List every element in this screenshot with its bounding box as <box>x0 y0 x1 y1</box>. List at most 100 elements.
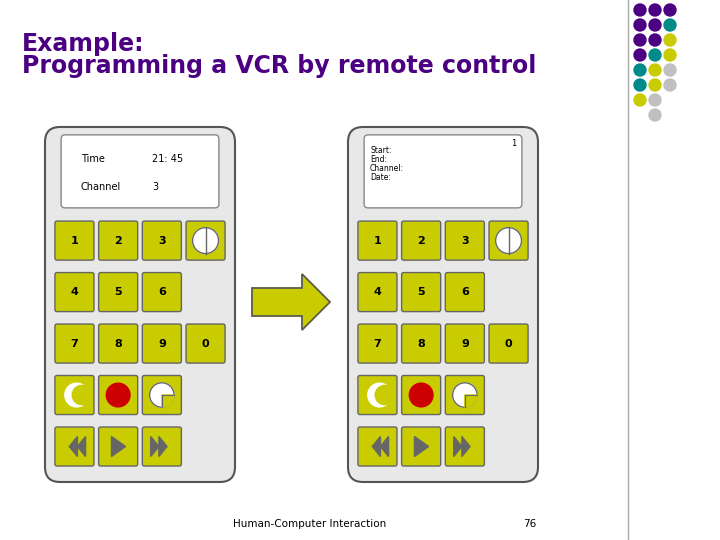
Circle shape <box>649 4 661 16</box>
Text: End:: End: <box>370 155 387 164</box>
FancyBboxPatch shape <box>99 375 138 415</box>
Polygon shape <box>454 436 462 456</box>
FancyBboxPatch shape <box>45 127 235 482</box>
FancyBboxPatch shape <box>55 324 94 363</box>
FancyBboxPatch shape <box>446 375 485 415</box>
FancyBboxPatch shape <box>55 375 94 415</box>
Circle shape <box>192 228 218 254</box>
Circle shape <box>72 386 91 404</box>
Circle shape <box>634 4 646 16</box>
FancyBboxPatch shape <box>99 221 138 260</box>
FancyBboxPatch shape <box>143 375 181 415</box>
Circle shape <box>664 49 676 61</box>
FancyBboxPatch shape <box>55 427 94 466</box>
Circle shape <box>649 109 661 121</box>
Text: 9: 9 <box>158 339 166 348</box>
FancyBboxPatch shape <box>402 324 441 363</box>
FancyBboxPatch shape <box>402 427 441 466</box>
Polygon shape <box>69 436 78 456</box>
FancyBboxPatch shape <box>358 273 397 312</box>
Polygon shape <box>78 436 86 456</box>
FancyBboxPatch shape <box>446 324 485 363</box>
Circle shape <box>409 383 433 407</box>
Text: 2: 2 <box>418 235 425 246</box>
Text: Time: Time <box>81 153 104 164</box>
FancyBboxPatch shape <box>99 273 138 312</box>
FancyBboxPatch shape <box>358 427 397 466</box>
Text: Channel:: Channel: <box>370 164 404 173</box>
Text: 9: 9 <box>461 339 469 348</box>
FancyBboxPatch shape <box>402 221 441 260</box>
Text: 4: 4 <box>71 287 78 297</box>
FancyBboxPatch shape <box>143 324 181 363</box>
Text: 3: 3 <box>461 235 469 246</box>
Circle shape <box>664 19 676 31</box>
FancyBboxPatch shape <box>364 135 522 208</box>
Circle shape <box>634 94 646 106</box>
FancyBboxPatch shape <box>55 221 94 260</box>
Circle shape <box>634 34 646 46</box>
Text: 7: 7 <box>374 339 382 348</box>
Polygon shape <box>159 436 167 456</box>
FancyBboxPatch shape <box>358 375 397 415</box>
Circle shape <box>634 64 646 76</box>
Text: 21: 45: 21: 45 <box>153 153 184 164</box>
Text: Channel: Channel <box>81 182 121 192</box>
Circle shape <box>664 79 676 91</box>
Polygon shape <box>372 436 380 456</box>
FancyBboxPatch shape <box>61 135 219 208</box>
FancyBboxPatch shape <box>446 221 485 260</box>
Text: 4: 4 <box>374 287 382 297</box>
FancyBboxPatch shape <box>402 375 441 415</box>
Circle shape <box>65 383 89 407</box>
Text: 1: 1 <box>510 139 516 148</box>
Circle shape <box>634 49 646 61</box>
Text: 8: 8 <box>114 339 122 348</box>
Circle shape <box>649 34 661 46</box>
Circle shape <box>664 4 676 16</box>
FancyBboxPatch shape <box>143 273 181 312</box>
Wedge shape <box>162 395 174 407</box>
Circle shape <box>107 383 130 407</box>
Circle shape <box>649 19 661 31</box>
FancyBboxPatch shape <box>99 324 138 363</box>
Circle shape <box>649 64 661 76</box>
Text: 2: 2 <box>114 235 122 246</box>
Polygon shape <box>462 436 470 456</box>
Text: 1: 1 <box>374 235 382 246</box>
FancyBboxPatch shape <box>99 427 138 466</box>
Text: Programming a VCR by remote control: Programming a VCR by remote control <box>22 54 536 78</box>
FancyBboxPatch shape <box>446 273 485 312</box>
FancyBboxPatch shape <box>402 273 441 312</box>
FancyBboxPatch shape <box>489 221 528 260</box>
FancyBboxPatch shape <box>358 324 397 363</box>
Polygon shape <box>112 436 125 456</box>
FancyBboxPatch shape <box>348 127 538 482</box>
FancyBboxPatch shape <box>489 324 528 363</box>
Polygon shape <box>150 436 159 456</box>
Circle shape <box>664 64 676 76</box>
Text: 5: 5 <box>418 287 425 297</box>
Text: 8: 8 <box>418 339 425 348</box>
Circle shape <box>368 383 392 407</box>
Circle shape <box>634 19 646 31</box>
FancyBboxPatch shape <box>143 427 181 466</box>
Text: 0: 0 <box>505 339 513 348</box>
Text: 5: 5 <box>114 287 122 297</box>
FancyBboxPatch shape <box>55 273 94 312</box>
Circle shape <box>649 94 661 106</box>
Circle shape <box>664 34 676 46</box>
Text: 6: 6 <box>158 287 166 297</box>
Text: Example:: Example: <box>22 32 145 56</box>
Text: 7: 7 <box>71 339 78 348</box>
FancyBboxPatch shape <box>186 324 225 363</box>
FancyBboxPatch shape <box>358 221 397 260</box>
Text: Date:: Date: <box>370 173 391 182</box>
Text: 3: 3 <box>153 182 158 192</box>
Text: 0: 0 <box>202 339 210 348</box>
Circle shape <box>375 386 395 404</box>
Polygon shape <box>252 274 330 330</box>
Circle shape <box>649 79 661 91</box>
Circle shape <box>649 49 661 61</box>
Text: 76: 76 <box>523 519 536 529</box>
